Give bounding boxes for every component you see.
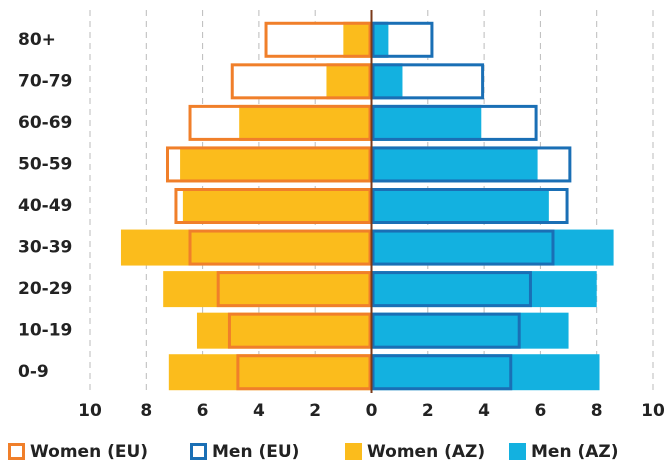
bar [120, 229, 372, 266]
y-tick-label: 50-59 [18, 154, 72, 174]
x-tick-label: 2 [422, 401, 434, 421]
bar-outline [371, 312, 521, 349]
x-tick-label: 4 [478, 401, 490, 421]
bar [180, 146, 372, 183]
bar-outline [371, 146, 572, 183]
y-tick-label: 70-79 [18, 71, 72, 91]
x-tick-label: 8 [591, 401, 603, 421]
legend-swatch [8, 443, 25, 460]
bar-outline [174, 188, 372, 224]
bar-outline [371, 21, 434, 58]
legend-label: Women (AZ) [367, 442, 485, 462]
bar [371, 354, 600, 391]
bar [343, 21, 372, 58]
bar [371, 104, 482, 141]
x-tick-label: 10 [78, 401, 102, 421]
bar-outline [230, 63, 372, 100]
x-tick-label: 2 [309, 401, 321, 421]
y-tick-label: 20-29 [18, 279, 72, 299]
y-tick-label: 40-49 [18, 196, 72, 216]
bar-outline [166, 146, 372, 183]
bar-outline [216, 271, 372, 308]
x-tick-label: 6 [197, 401, 209, 421]
bar-outline [371, 188, 569, 224]
y-tick-label: 0-9 [18, 362, 49, 382]
x-tick-label: 0 [366, 401, 378, 421]
bar [239, 104, 372, 141]
bar [371, 229, 614, 266]
y-tick-label: 10-19 [18, 321, 72, 341]
bar [371, 21, 389, 58]
bar [326, 63, 372, 100]
bar [182, 188, 372, 224]
legend-swatch [509, 443, 526, 460]
legend-swatch [345, 443, 362, 460]
bar-outline [188, 104, 372, 141]
bar [371, 63, 403, 100]
x-tick-label: 10 [641, 401, 665, 421]
bar-outline [371, 63, 485, 100]
y-tick-label: 60-69 [18, 113, 72, 133]
x-tick-label: 6 [534, 401, 546, 421]
bar-outline [371, 104, 538, 141]
legend-label: Women (EU) [30, 442, 148, 462]
legend-swatch [190, 443, 207, 460]
bar [163, 271, 372, 308]
bar-outline [371, 229, 555, 266]
bar [371, 146, 538, 183]
legend-label: Men (AZ) [531, 442, 619, 462]
y-tick-label: 30-39 [18, 238, 72, 258]
y-tick-label: 80+ [18, 30, 56, 50]
x-tick-label: 4 [253, 401, 265, 421]
bar [168, 354, 372, 391]
bar-outline [188, 229, 372, 266]
bar [371, 312, 569, 349]
bar-outline [371, 354, 513, 391]
bar-outline [371, 271, 532, 308]
bar-outline [236, 354, 372, 391]
bar [371, 188, 549, 224]
bar [196, 312, 372, 349]
bar-outline [227, 312, 372, 349]
bar-outline [264, 21, 372, 58]
legend-label: Men (EU) [212, 442, 299, 462]
x-tick-label: 8 [140, 401, 152, 421]
bar [371, 271, 597, 308]
